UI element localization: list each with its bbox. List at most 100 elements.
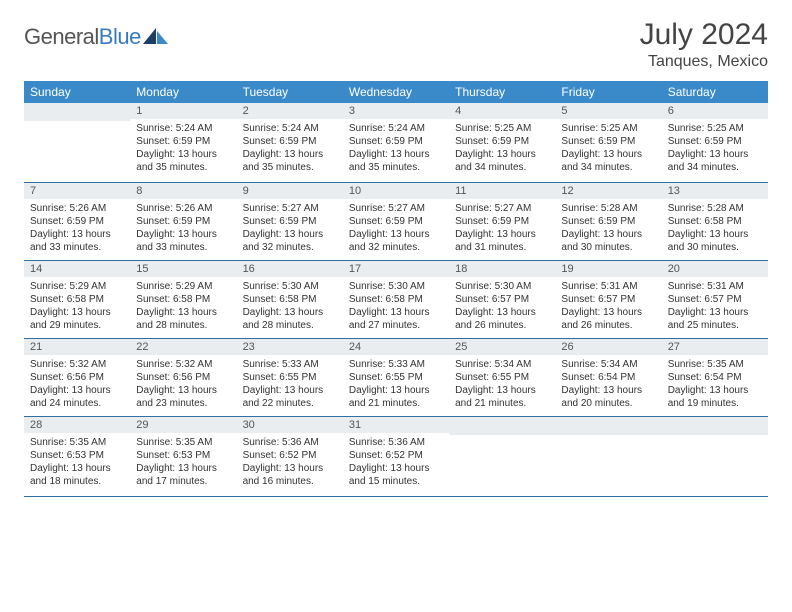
- brand-part1: General: [24, 24, 99, 49]
- daylight-line: Daylight: 13 hours and 32 minutes.: [243, 228, 337, 254]
- day-number: 19: [555, 261, 661, 277]
- brand-part2: Blue: [99, 24, 141, 49]
- day-number: 23: [237, 339, 343, 355]
- sunrise-line: Sunrise: 5:27 AM: [243, 202, 337, 215]
- calendar-table: Sunday Monday Tuesday Wednesday Thursday…: [24, 81, 768, 497]
- calendar-cell: [662, 417, 768, 497]
- sunset-line: Sunset: 6:57 PM: [455, 293, 549, 306]
- calendar-cell: 14Sunrise: 5:29 AMSunset: 6:58 PMDayligh…: [24, 261, 130, 339]
- sunrise-line: Sunrise: 5:31 AM: [668, 280, 762, 293]
- sunrise-line: Sunrise: 5:31 AM: [561, 280, 655, 293]
- sunset-line: Sunset: 6:59 PM: [243, 135, 337, 148]
- daylight-line: Daylight: 13 hours and 19 minutes.: [668, 384, 762, 410]
- calendar-cell: 13Sunrise: 5:28 AMSunset: 6:58 PMDayligh…: [662, 183, 768, 261]
- day-number: 24: [343, 339, 449, 355]
- day-body: Sunrise: 5:34 AMSunset: 6:54 PMDaylight:…: [555, 355, 661, 416]
- day-number: 21: [24, 339, 130, 355]
- calendar-cell: 25Sunrise: 5:34 AMSunset: 6:55 PMDayligh…: [449, 339, 555, 417]
- calendar-cell: 1Sunrise: 5:24 AMSunset: 6:59 PMDaylight…: [130, 103, 236, 183]
- day-body: Sunrise: 5:26 AMSunset: 6:59 PMDaylight:…: [130, 199, 236, 260]
- sunset-line: Sunset: 6:59 PM: [455, 135, 549, 148]
- day-number: 14: [24, 261, 130, 277]
- daylight-line: Daylight: 13 hours and 35 minutes.: [349, 148, 443, 174]
- calendar-cell: 24 Sunrise: 5:33 AMSunset: 6:55 PMDayligh…: [343, 339, 449, 417]
- calendar-cell: 21Sunrise: 5:32 AMSunset: 6:56 PMDayligh…: [24, 339, 130, 417]
- calendar-cell: 27Sunrise: 5:35 AMSunset: 6:54 PMDayligh…: [662, 339, 768, 417]
- brand-sail-icon: [143, 28, 169, 46]
- calendar-cell: 22Sunrise: 5:32 AMSunset: 6:56 PMDayligh…: [130, 339, 236, 417]
- calendar-cell: 4Sunrise: 5:25 AMSunset: 6:59 PMDaylight…: [449, 103, 555, 183]
- daylight-line: Daylight: 13 hours and 21 minutes.: [349, 384, 443, 410]
- day-number: 30: [237, 417, 343, 433]
- calendar-cell: 15Sunrise: 5:29 AMSunset: 6:58 PMDayligh…: [130, 261, 236, 339]
- sunrise-line: Sunrise: 5:26 AM: [30, 202, 124, 215]
- sunset-line: Sunset: 6:59 PM: [668, 135, 762, 148]
- day-body: Sunrise: 5:35 AMSunset: 6:53 PMDaylight:…: [24, 433, 130, 494]
- day-body: Sunrise: 5:35 AMSunset: 6:54 PMDaylight:…: [662, 355, 768, 416]
- sunrise-line: Sunrise: 5:25 AM: [561, 122, 655, 135]
- sunrise-line: Sunrise: 5:36 AM: [243, 436, 337, 449]
- sunrise-line: Sunrise: 5:33 AM: [349, 358, 443, 371]
- day-number: 31: [343, 417, 449, 433]
- calendar-cell: 10Sunrise: 5:27 AMSunset: 6:59 PMDayligh…: [343, 183, 449, 261]
- day-number: [449, 417, 555, 435]
- daylight-line: Daylight: 13 hours and 34 minutes.: [668, 148, 762, 174]
- brand-text: GeneralBlue: [24, 24, 141, 50]
- day-number: [555, 417, 661, 435]
- calendar-cell: [449, 417, 555, 497]
- day-number: 13: [662, 183, 768, 199]
- sunrise-line: Sunrise: 5:28 AM: [668, 202, 762, 215]
- day-body: Sunrise: 5:36 AMSunset: 6:52 PMDaylight:…: [237, 433, 343, 494]
- calendar-cell: 11Sunrise: 5:27 AMSunset: 6:59 PMDayligh…: [449, 183, 555, 261]
- sunset-line: Sunset: 6:56 PM: [30, 371, 124, 384]
- sunset-line: Sunset: 6:55 PM: [349, 371, 443, 384]
- sunrise-line: Sunrise: 5:27 AM: [455, 202, 549, 215]
- day-number: 4: [449, 103, 555, 119]
- day-body: Sunrise: 5:26 AMSunset: 6:59 PMDaylight:…: [24, 199, 130, 260]
- daylight-line: Daylight: 13 hours and 34 minutes.: [561, 148, 655, 174]
- day-body: [24, 121, 130, 182]
- daylight-line: Daylight: 13 hours and 21 minutes.: [455, 384, 549, 410]
- day-number: 11: [449, 183, 555, 199]
- sunset-line: Sunset: 6:59 PM: [136, 135, 230, 148]
- day-header: Saturday: [662, 81, 768, 103]
- day-body: Sunrise: 5:34 AMSunset: 6:55 PMDaylight:…: [449, 355, 555, 416]
- daylight-line: Daylight: 13 hours and 28 minutes.: [243, 306, 337, 332]
- day-number: 25: [449, 339, 555, 355]
- sunset-line: Sunset: 6:53 PM: [30, 449, 124, 462]
- sunset-line: Sunset: 6:53 PM: [136, 449, 230, 462]
- daylight-line: Daylight: 13 hours and 20 minutes.: [561, 384, 655, 410]
- header: GeneralBlue July 2024 Tanques, Mexico: [24, 18, 768, 71]
- sunset-line: Sunset: 6:52 PM: [243, 449, 337, 462]
- sunrise-line: Sunrise: 5:34 AM: [561, 358, 655, 371]
- day-body: Sunrise: 5:29 AMSunset: 6:58 PMDaylight:…: [130, 277, 236, 338]
- sunset-line: Sunset: 6:59 PM: [561, 215, 655, 228]
- calendar-cell: 6Sunrise: 5:25 AMSunset: 6:59 PMDaylight…: [662, 103, 768, 183]
- day-body: Sunrise: 5:30 AMSunset: 6:58 PMDaylight:…: [237, 277, 343, 338]
- sunset-line: Sunset: 6:54 PM: [561, 371, 655, 384]
- day-body: Sunrise: 5:28 AMSunset: 6:58 PMDaylight:…: [662, 199, 768, 260]
- day-number: 5: [555, 103, 661, 119]
- calendar-week-row: 14Sunrise: 5:29 AMSunset: 6:58 PMDayligh…: [24, 261, 768, 339]
- daylight-line: Daylight: 13 hours and 17 minutes.: [136, 462, 230, 488]
- day-number: 12: [555, 183, 661, 199]
- sunrise-line: Sunrise: 5:35 AM: [668, 358, 762, 371]
- daylight-line: Daylight: 13 hours and 34 minutes.: [455, 148, 549, 174]
- calendar-cell: 30Sunrise: 5:36 AMSunset: 6:52 PMDayligh…: [237, 417, 343, 497]
- sunset-line: Sunset: 6:52 PM: [349, 449, 443, 462]
- day-number: 9: [237, 183, 343, 199]
- daylight-line: Daylight: 13 hours and 23 minutes.: [136, 384, 230, 410]
- sunset-line: Sunset: 6:58 PM: [30, 293, 124, 306]
- day-number: 20: [662, 261, 768, 277]
- sunrise-line: Sunrise: 5:26 AM: [136, 202, 230, 215]
- day-number: 10: [343, 183, 449, 199]
- title-block: July 2024 Tanques, Mexico: [640, 18, 768, 71]
- calendar-cell: 16Sunrise: 5:30 AMSunset: 6:58 PMDayligh…: [237, 261, 343, 339]
- sunrise-line: Sunrise: 5:27 AM: [349, 202, 443, 215]
- sunset-line: Sunset: 6:58 PM: [243, 293, 337, 306]
- sunrise-line: Sunrise: 5:30 AM: [243, 280, 337, 293]
- calendar-cell: 3Sunrise: 5:24 AMSunset: 6:59 PMDaylight…: [343, 103, 449, 183]
- sunrise-line: Sunrise: 5:32 AM: [136, 358, 230, 371]
- sunset-line: Sunset: 6:59 PM: [561, 135, 655, 148]
- day-number: [662, 417, 768, 435]
